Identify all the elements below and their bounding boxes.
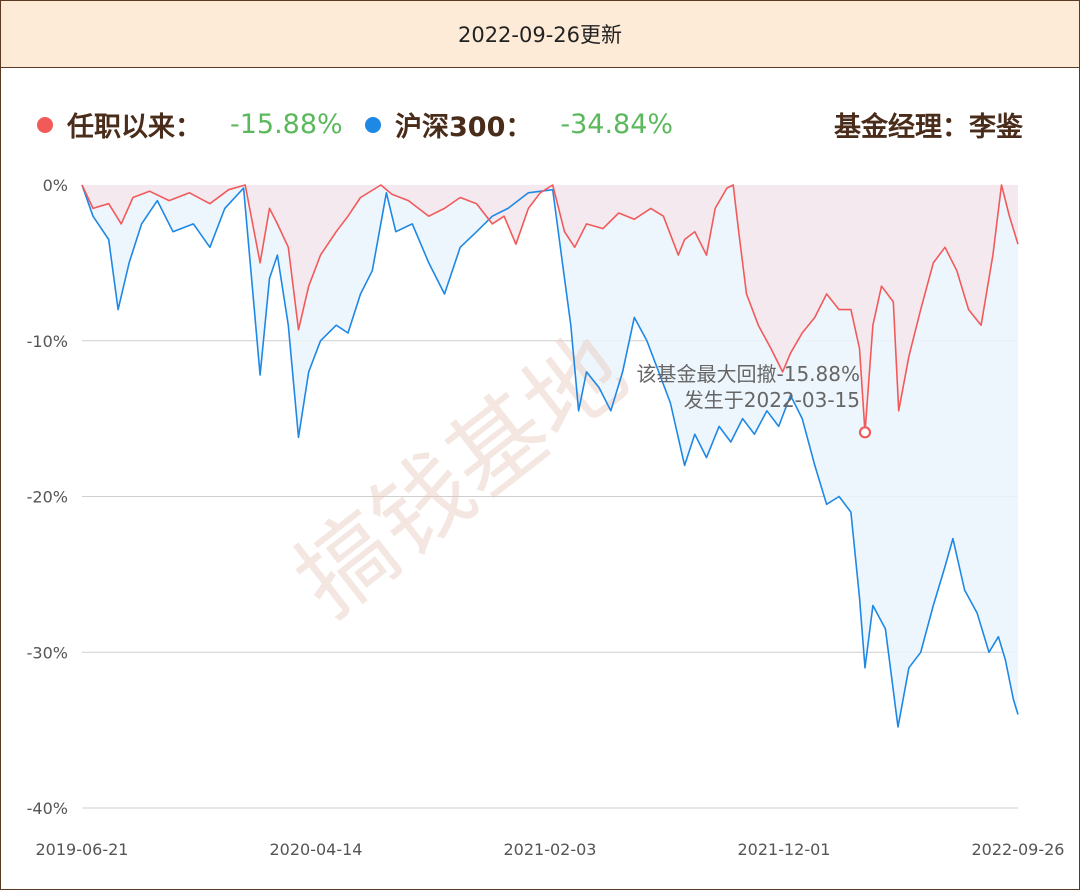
legend-fund-value: -15.88% — [230, 109, 343, 140]
legend-fund-label: 任职以来： — [67, 112, 202, 143]
x-tick-label: 2021-12-01 — [738, 840, 831, 859]
watermark-text: 搞钱基地 — [275, 313, 647, 638]
y-tick-label: 0% — [43, 176, 68, 195]
y-tick-label: -20% — [27, 488, 68, 507]
x-tick-label: 2022-09-26 — [972, 840, 1065, 859]
y-tick-label: -10% — [27, 332, 68, 351]
legend-fund[interactable]: 任职以来： -15.88% — [37, 105, 343, 144]
series-line — [81, 184, 1019, 728]
x-tick-label: 2021-02-03 — [504, 840, 597, 859]
legend: 任职以来： -15.88% 沪深300： -34.84% 基金经理：李鉴 — [1, 97, 1079, 147]
legend-index-value: -34.84% — [560, 109, 674, 140]
legend-index[interactable]: 沪深300： -34.84% — [365, 105, 673, 144]
annotation-line1: 该基金最大回撤-15.88% — [637, 362, 860, 386]
series-area — [82, 185, 1018, 433]
x-tick-label: 2020-04-14 — [270, 840, 363, 859]
update-header: 2022-09-26更新 — [1, 1, 1079, 68]
fund-manager: 基金经理：李鉴 — [834, 112, 1023, 143]
y-tick-label: -30% — [27, 643, 68, 662]
y-tick-label: -40% — [27, 799, 68, 818]
series-line — [81, 184, 1019, 434]
fund-dot-icon — [37, 116, 53, 133]
max-drawdown-marker — [858, 426, 872, 439]
index-dot-icon — [365, 116, 381, 133]
annotation-line2: 发生于2022-03-15 — [684, 388, 860, 412]
x-tick-label: 2019-06-21 — [36, 840, 129, 859]
update-date-text: 2022-09-26更新 — [457, 23, 623, 47]
legend-index-label: 沪深300： — [395, 112, 533, 143]
